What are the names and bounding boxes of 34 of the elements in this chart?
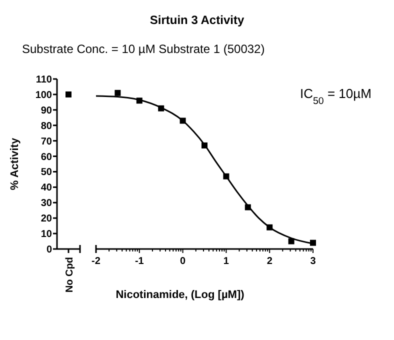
x-tick-label: -2 bbox=[92, 256, 101, 267]
y-tick-label: 20 bbox=[40, 214, 52, 225]
point bbox=[158, 105, 164, 112]
y-tick-label: 90 bbox=[40, 105, 52, 116]
point bbox=[136, 98, 142, 104]
point bbox=[244, 204, 251, 210]
y-tick-label: 30 bbox=[40, 198, 52, 210]
x-tick-label: 1 bbox=[223, 256, 230, 267]
y-tick-label: 80 bbox=[40, 120, 52, 132]
y-axis-title: % Activity bbox=[9, 137, 21, 190]
x-tick-label: 3 bbox=[310, 256, 316, 267]
chart-subtitle: Substrate Conc. = 10 µM Substrate 1 (50032) bbox=[22, 42, 265, 56]
annotation: IC$_{50}$ = 10µM bbox=[300, 86, 372, 106]
point bbox=[114, 90, 121, 96]
y-tick-label: 50 bbox=[40, 167, 52, 178]
y-tick-label: 70 bbox=[40, 136, 52, 148]
x-tick-label: 0 bbox=[180, 256, 186, 267]
y-tick-label: 110 bbox=[36, 74, 52, 86]
y-tick-label: 0 bbox=[46, 244, 52, 256]
point bbox=[223, 173, 230, 180]
point bbox=[266, 224, 273, 230]
y-tick-label: 100 bbox=[35, 90, 52, 101]
x-axis-title: Nicotinamide, (Log [µM]) bbox=[116, 289, 245, 301]
point bbox=[180, 118, 186, 124]
point bbox=[288, 238, 294, 244]
x-tick-label: -1 bbox=[134, 256, 144, 267]
y-tick-label: 60 bbox=[40, 152, 52, 163]
point bbox=[202, 142, 208, 148]
y-tick-label: 10 bbox=[40, 229, 52, 240]
x-tick-label: 2 bbox=[266, 256, 273, 267]
y-tick-label: 40 bbox=[40, 182, 52, 194]
x-tick-label: No Cpd bbox=[64, 257, 76, 293]
chart-title: Sirtuin 3 Activity bbox=[150, 13, 244, 27]
point bbox=[310, 240, 316, 246]
